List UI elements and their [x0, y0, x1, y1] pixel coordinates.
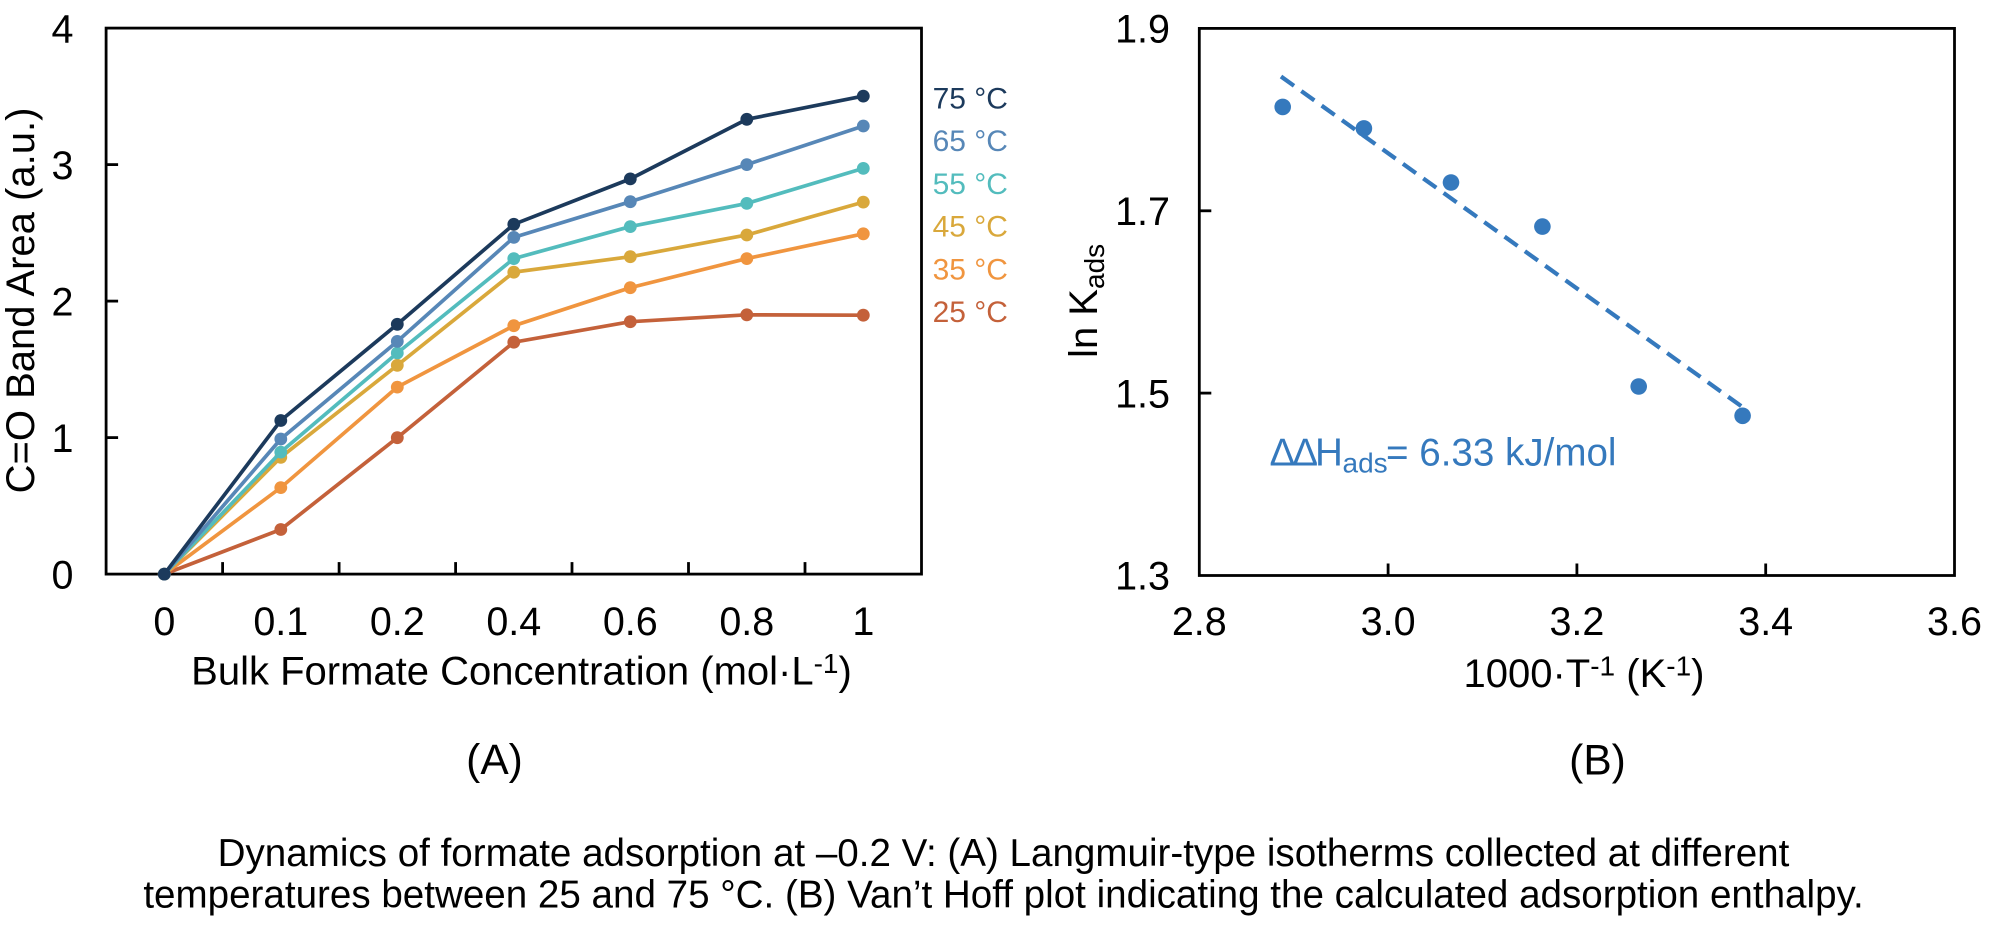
svg-text:1: 1	[52, 417, 74, 461]
svg-text:1: 1	[852, 600, 874, 644]
svg-text:1.3: 1.3	[1115, 555, 1170, 599]
svg-text:3.2: 3.2	[1549, 600, 1604, 644]
svg-text:ln Kads: ln Kads	[1062, 244, 1110, 358]
svg-text:2.8: 2.8	[1172, 600, 1227, 644]
svg-text:3.0: 3.0	[1361, 600, 1416, 644]
svg-text:ΔΔH: ΔΔH	[1270, 432, 1341, 475]
svg-text:1000·T-1 (K-1): 1000·T-1 (K-1)	[1463, 651, 1704, 697]
svg-text:temperatures between 25 and 75: temperatures between 25 and 75 °C. (B) V…	[143, 874, 1863, 917]
svg-text:ads: ads	[1343, 448, 1388, 479]
svg-text:C=O Band Area (a.u.): C=O Band Area (a.u.)	[0, 108, 43, 494]
svg-text:0: 0	[52, 553, 74, 597]
svg-text:= 6.33 kJ/mol: = 6.33 kJ/mol	[1386, 432, 1617, 475]
svg-text:(B): (B)	[1569, 738, 1626, 785]
svg-text:3.6: 3.6	[1927, 600, 1982, 644]
svg-text:0: 0	[153, 600, 175, 644]
svg-text:65 °C: 65 °C	[933, 125, 1008, 158]
svg-text:1.9: 1.9	[1115, 8, 1170, 52]
svg-text:Bulk Formate Concentration (mo: Bulk Formate Concentration (mol·L-1)	[191, 648, 852, 694]
svg-text:1.5: 1.5	[1115, 372, 1170, 416]
svg-text:1.7: 1.7	[1115, 190, 1170, 234]
svg-text:Dynamics of formate adsorption: Dynamics of formate adsorption at –0.2 V…	[218, 832, 1790, 875]
svg-text:3: 3	[52, 144, 74, 188]
svg-text:75 °C: 75 °C	[933, 82, 1008, 115]
svg-text:0.8: 0.8	[719, 600, 774, 644]
svg-text:55 °C: 55 °C	[933, 168, 1008, 201]
svg-text:3.4: 3.4	[1738, 600, 1793, 644]
svg-text:45 °C: 45 °C	[933, 211, 1008, 244]
svg-text:0.4: 0.4	[486, 600, 541, 644]
svg-text:25 °C: 25 °C	[933, 296, 1008, 329]
svg-text:(A): (A)	[466, 737, 523, 784]
svg-text:2: 2	[52, 280, 74, 324]
svg-text:0.2: 0.2	[370, 600, 425, 644]
svg-text:4: 4	[52, 7, 74, 51]
svg-text:35 °C: 35 °C	[933, 253, 1008, 286]
svg-text:0.6: 0.6	[603, 600, 658, 644]
svg-text:0.1: 0.1	[253, 600, 308, 644]
